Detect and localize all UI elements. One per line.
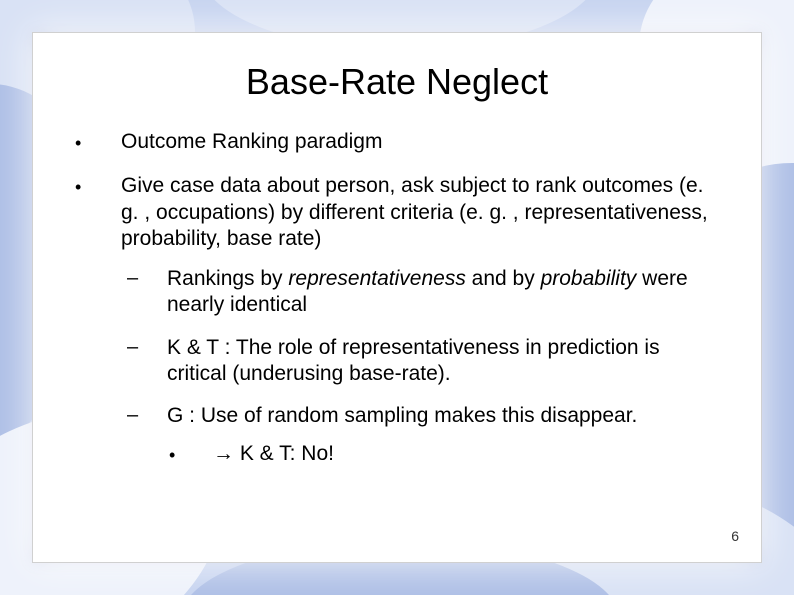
italic-run: probability xyxy=(541,267,637,290)
bullet-list: • Outcome Ranking paradigm • Give case d… xyxy=(75,129,719,484)
sub-bullet-body: G : Use of random sampling makes this di… xyxy=(167,403,637,468)
sub-bullet-list: – Rankings by representativeness and by … xyxy=(121,266,719,468)
bullet-text: Give case data about person, ask subject… xyxy=(121,174,708,250)
bullet-body: Give case data about person, ask subject… xyxy=(121,173,719,483)
sub-sub-item: • → K & T: No! xyxy=(167,441,637,467)
dash-marker: – xyxy=(121,403,167,468)
bullet-item: • Give case data about person, ask subje… xyxy=(75,173,719,483)
page-number: 6 xyxy=(731,528,739,544)
italic-run: representativeness xyxy=(288,267,465,290)
bullet-marker: • xyxy=(75,129,121,155)
bullet-marker: • xyxy=(167,441,213,467)
bullet-marker: • xyxy=(75,173,121,483)
sub-bullet-item: – Rankings by representativeness and by … xyxy=(121,266,719,319)
bullet-text: Outcome Ranking paradigm xyxy=(121,129,382,155)
sub-sub-list: • → K & T: No! xyxy=(167,441,637,467)
sub-sub-text: → K & T: No! xyxy=(213,441,334,467)
sub-bullet-item: – G : Use of random sampling makes this … xyxy=(121,403,719,468)
slide-content: Base-Rate Neglect • Outcome Ranking para… xyxy=(32,32,762,563)
slide-title: Base-Rate Neglect xyxy=(75,61,719,103)
dash-marker: – xyxy=(121,266,167,319)
dash-marker: – xyxy=(121,335,167,388)
sub-bullet-text: K & T : The role of representativeness i… xyxy=(167,335,719,388)
text-run: and by xyxy=(466,267,541,290)
sub-bullet-text: Rankings by representativeness and by pr… xyxy=(167,266,719,319)
sub-bullet-item: – K & T : The role of representativeness… xyxy=(121,335,719,388)
sub-bullet-text: G : Use of random sampling makes this di… xyxy=(167,404,637,427)
text-run: Rankings by xyxy=(167,267,288,290)
bullet-item: • Outcome Ranking paradigm xyxy=(75,129,719,155)
